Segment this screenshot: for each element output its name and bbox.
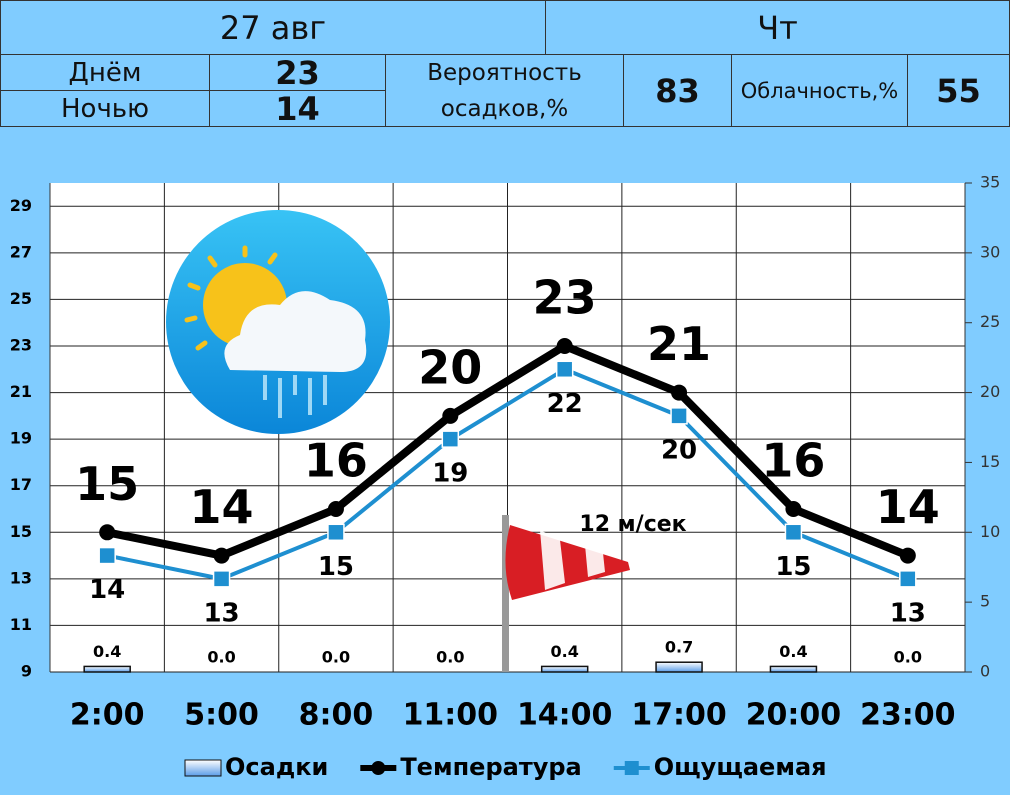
feels-label: 13 [890, 598, 926, 628]
line [106, 342, 910, 560]
marker [99, 524, 116, 541]
legend-swatch [371, 761, 386, 775]
temp-label: 15 [75, 457, 139, 511]
precip-label: 0.0 [894, 648, 922, 667]
y-tick-label: 11 [10, 615, 32, 634]
y2-tick-label: 35 [980, 173, 1000, 192]
y-tick-label: 21 [10, 382, 32, 401]
cloud-value: 55 [907, 54, 1010, 127]
precip-label: 0.0 [322, 648, 350, 667]
legend-swatch [624, 761, 639, 775]
x-tick-label: 20:00 [746, 698, 842, 733]
feels-label: 13 [203, 598, 239, 628]
marker [327, 523, 345, 542]
text: осадков,% [440, 95, 569, 122]
temp-label: 20 [418, 340, 482, 394]
precip-prob-label: Вероятность осадков,% [385, 54, 624, 127]
night-label: Ночью [0, 90, 210, 127]
y-tick-label: 9 [21, 662, 32, 681]
y-tick-label: 25 [10, 289, 32, 308]
feels-label: 19 [432, 459, 468, 489]
y2-tick-label: 30 [980, 242, 1000, 261]
marker [212, 570, 231, 588]
text: Вероятность [427, 59, 582, 86]
precip-bar [540, 665, 589, 673]
day-label: Днём [0, 54, 210, 91]
y-tick-label: 29 [10, 196, 32, 215]
y-tick-label: 23 [10, 336, 32, 355]
precip-label: 0.0 [436, 648, 464, 667]
y2-tick-label: 5 [980, 592, 990, 611]
precip-label: 0.7 [665, 638, 693, 657]
y2-tick-label: 0 [980, 662, 990, 681]
line [106, 367, 909, 581]
marker [213, 547, 230, 564]
legend-label: Осадки [225, 753, 328, 781]
x-tick-label: 11:00 [403, 698, 499, 733]
weather-icon [166, 210, 390, 434]
temp-label: 21 [647, 317, 711, 371]
windsock [502, 515, 630, 672]
marker [442, 407, 459, 424]
feels-label: 20 [661, 435, 697, 465]
y2-tick-label: 25 [980, 312, 1000, 331]
precip-bar [769, 665, 818, 673]
precip-label: 0.4 [93, 642, 121, 661]
marker [670, 407, 688, 425]
feels-label: 15 [775, 552, 811, 582]
temp-label: 14 [190, 480, 254, 534]
y-tick-label: 17 [10, 475, 32, 494]
precip-bar [655, 661, 703, 673]
precip-label: 0.4 [551, 642, 579, 661]
x-tick-label: 2:00 [70, 698, 145, 733]
temp-label: 14 [876, 480, 940, 534]
y-tick-label: 19 [10, 429, 32, 448]
marker [441, 430, 460, 448]
temp-label: 23 [533, 271, 597, 325]
precip-bar [83, 665, 131, 673]
x-tick-label: 14:00 [517, 698, 613, 733]
feels-label: 22 [547, 389, 583, 419]
feels-label: 15 [318, 552, 354, 582]
temp-label: 16 [761, 434, 825, 488]
marker [556, 338, 573, 354]
legend-label: Температура [400, 753, 581, 781]
y-tick-label: 15 [10, 522, 32, 541]
marker [784, 523, 803, 542]
y-tick-label: 13 [10, 568, 32, 587]
wind-annotation: 12 м/сек [579, 512, 686, 537]
x-tick-label: 17:00 [631, 698, 727, 733]
y2-tick-label: 20 [980, 382, 1000, 401]
x-tick-label: 23:00 [860, 698, 956, 733]
night-value: 14 [209, 90, 386, 128]
x-tick-label: 5:00 [184, 698, 259, 733]
y-tick-label: 27 [10, 242, 32, 261]
cloud-label: Облачность,% [731, 54, 908, 127]
marker [327, 501, 344, 517]
marker [785, 501, 802, 517]
marker [899, 570, 917, 588]
marker [555, 360, 574, 379]
precip-label: 0.0 [207, 648, 235, 667]
precip-prob-value: 83 [623, 54, 732, 127]
marker [98, 546, 116, 565]
legend-swatch [184, 759, 222, 777]
temp-label: 16 [304, 434, 368, 488]
legend-label: Ощущаемая [654, 753, 827, 781]
y2-tick-label: 15 [980, 452, 1000, 471]
marker [671, 384, 688, 401]
precip-label: 0.4 [779, 642, 807, 661]
x-tick-label: 8:00 [299, 698, 374, 733]
y2-tick-label: 10 [980, 522, 1000, 541]
feels-label: 14 [89, 575, 125, 605]
marker [899, 547, 916, 564]
